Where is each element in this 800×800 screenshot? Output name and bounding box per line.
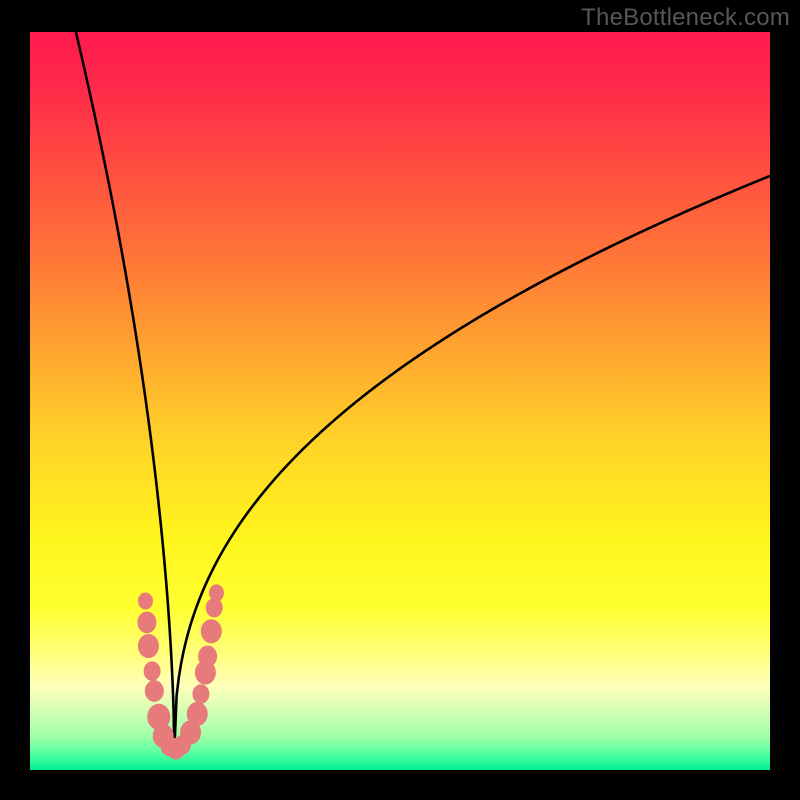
gradient-background (30, 32, 770, 770)
chart-root: { "canvas": { "width": 800, "height": 80… (0, 0, 800, 800)
data-marker (199, 646, 217, 667)
bottleneck-chart (0, 0, 800, 800)
watermark-text: TheBottleneck.com (581, 4, 790, 32)
data-marker (193, 685, 209, 703)
data-marker (187, 702, 207, 725)
data-marker (206, 598, 222, 616)
data-marker (138, 612, 156, 633)
data-marker (201, 620, 221, 643)
data-marker (138, 635, 158, 658)
data-marker (145, 681, 163, 702)
data-marker (144, 662, 160, 680)
data-marker (209, 585, 223, 601)
data-marker (138, 593, 152, 609)
